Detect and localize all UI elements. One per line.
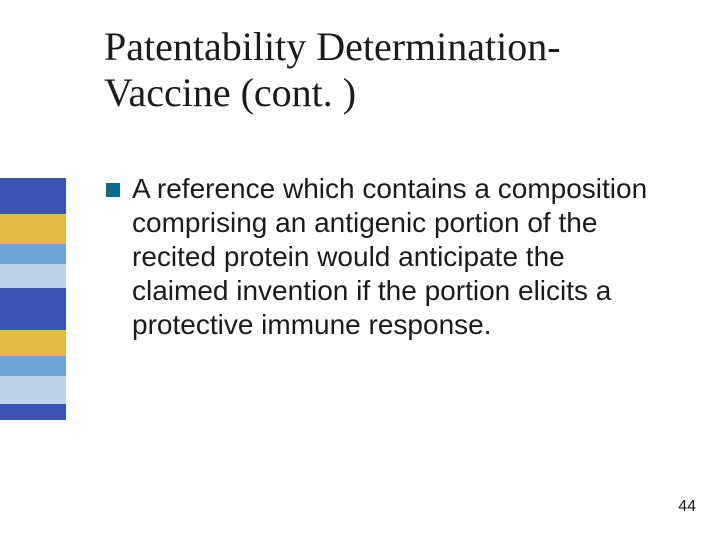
left-decor-stripe [0,178,66,420]
decor-block [0,178,66,214]
square-bullet-icon [106,183,120,197]
slide-title: Patentability Determination- Vaccine (co… [104,24,684,116]
title-line-2: Vaccine (cont. ) [104,70,684,116]
decor-block [0,244,66,264]
slide-body: A reference which contains a composition… [132,172,662,342]
decor-block [0,264,66,288]
decor-block [0,356,66,376]
decor-block [0,330,66,356]
decor-block [0,288,66,330]
decor-block [0,214,66,244]
decor-block [0,376,66,404]
body-text: A reference which contains a composition… [132,173,647,340]
page-number: 44 [678,498,696,516]
bullet-item: A reference which contains a composition… [132,172,662,342]
decor-block [0,404,66,420]
title-line-1: Patentability Determination- [104,24,684,70]
